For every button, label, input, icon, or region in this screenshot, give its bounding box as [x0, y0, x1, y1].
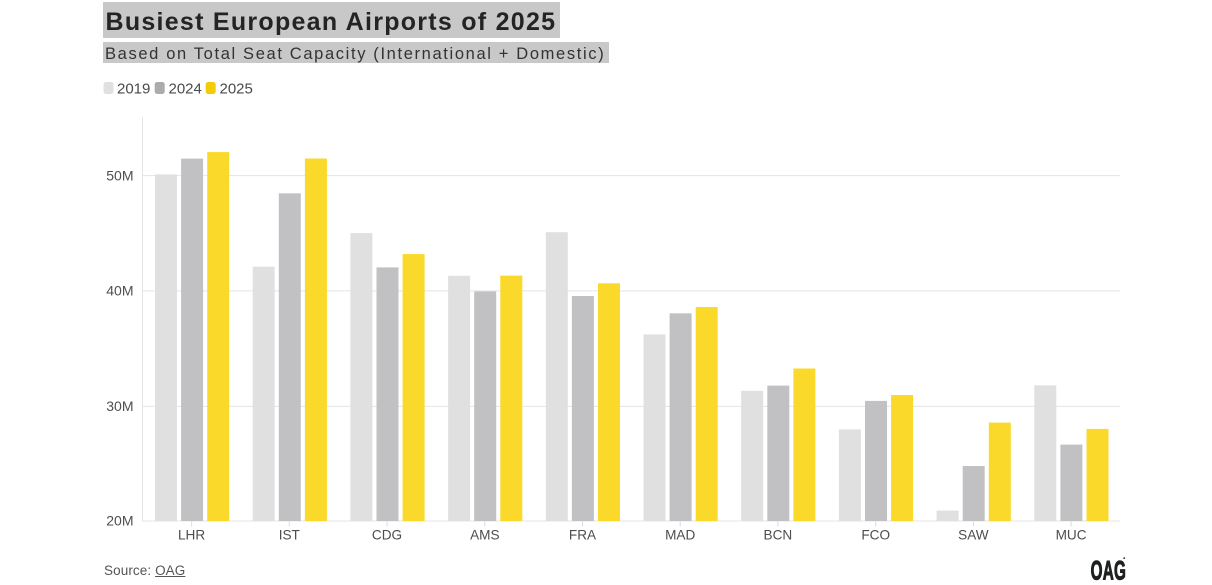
svg-text:MUC: MUC	[1056, 528, 1087, 543]
svg-text:SAW: SAW	[958, 528, 989, 543]
svg-text:FRA: FRA	[569, 528, 597, 543]
svg-text:30M: 30M	[106, 398, 133, 414]
svg-text:IST: IST	[279, 528, 300, 543]
svg-text:50M: 50M	[106, 167, 133, 183]
svg-text:AMS: AMS	[470, 528, 499, 543]
svg-text:MAD: MAD	[665, 528, 695, 543]
svg-text:2019: 2019	[117, 81, 150, 98]
svg-text:FCO: FCO	[861, 528, 890, 543]
svg-text:CDG: CDG	[372, 528, 402, 543]
svg-text:LHR: LHR	[178, 528, 205, 543]
svg-text:2025: 2025	[220, 81, 253, 98]
svg-text:20M: 20M	[106, 513, 133, 529]
svg-text:2024: 2024	[169, 81, 202, 98]
svg-text:BCN: BCN	[764, 528, 793, 543]
svg-text:OAG: OAG	[1091, 555, 1127, 585]
svg-text:40M: 40M	[106, 283, 133, 299]
